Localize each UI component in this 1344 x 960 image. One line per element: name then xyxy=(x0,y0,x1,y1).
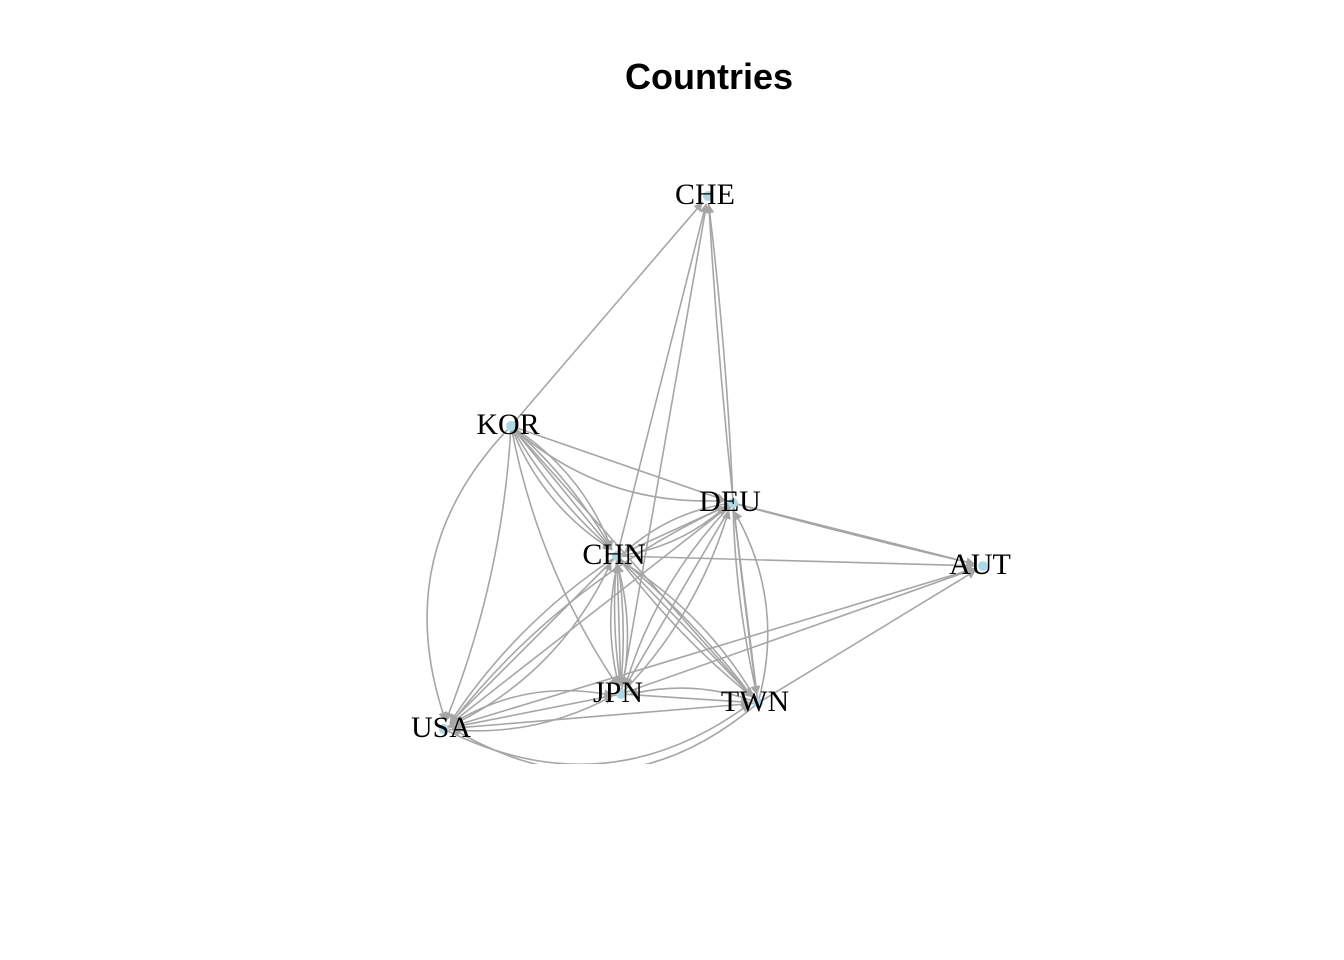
edges-layer xyxy=(426,201,977,764)
edge-kor-usa xyxy=(426,425,512,722)
edge-chn-twn xyxy=(616,555,753,698)
edge-chn-deu xyxy=(616,505,727,557)
edge-jpn-deu xyxy=(620,509,731,695)
edge-kor-jpn xyxy=(510,425,619,688)
edge-twn-aut xyxy=(757,569,977,704)
graph-title: Countries xyxy=(624,56,793,97)
edge-chn-usa xyxy=(448,555,618,724)
node-usa xyxy=(439,724,449,734)
nodes-layer xyxy=(439,191,988,734)
node-che xyxy=(703,191,713,201)
edge-deu-twn xyxy=(732,502,760,696)
edge-usa-jpn xyxy=(443,689,614,730)
node-label-chn: CHN xyxy=(582,538,645,571)
edge-kor-chn xyxy=(510,425,613,551)
edge-kor-twn xyxy=(510,425,754,698)
edge-deu-aut xyxy=(732,502,976,567)
edge-twn-deu xyxy=(733,510,769,704)
edge-twn-usa xyxy=(451,702,759,764)
edge-deu-jpn xyxy=(623,502,734,688)
node-label-usa: USA xyxy=(411,711,471,744)
node-twn xyxy=(753,698,763,708)
edge-chn-usa xyxy=(449,555,618,724)
edge-kor-usa xyxy=(444,425,512,722)
node-chn xyxy=(612,551,622,561)
edge-deu-che xyxy=(705,203,734,504)
node-jpn xyxy=(616,689,626,699)
edge-kor-che xyxy=(510,201,704,427)
edge-kor-deu xyxy=(510,425,726,506)
node-label-jpn: JPN xyxy=(593,676,643,709)
edge-jpn-aut xyxy=(620,567,976,695)
edge-kor-chn xyxy=(510,425,613,551)
edge-jpn-usa xyxy=(451,693,622,731)
edge-kor-chn xyxy=(510,425,613,551)
edge-usa-twn xyxy=(443,703,751,764)
edge-twn-chn xyxy=(622,561,759,704)
node-deu xyxy=(728,498,738,508)
edge-usa-chn xyxy=(443,561,613,730)
node-aut xyxy=(978,561,988,571)
node-kor xyxy=(506,421,516,431)
edge-twn-che xyxy=(704,203,759,704)
edge-deu-usa xyxy=(449,502,734,725)
edge-deu-usa xyxy=(449,502,734,725)
edge-jpn-chn xyxy=(609,563,622,695)
node-label-aut: AUT xyxy=(949,548,1011,581)
edge-deu-jpn xyxy=(624,502,734,688)
node-label-deu: DEU xyxy=(699,485,761,518)
node-label-che: CHE xyxy=(675,178,735,211)
edge-twn-jpn xyxy=(628,687,759,704)
edge-chn-twn xyxy=(616,555,754,698)
node-label-twn: TWN xyxy=(721,685,789,718)
edge-deu-chn xyxy=(623,502,734,554)
edge-usa-jpn xyxy=(443,694,614,732)
edge-chn-aut xyxy=(616,555,976,571)
edge-twn-usa xyxy=(451,702,759,733)
edge-deu-twn xyxy=(732,502,761,696)
edge-kor-chn xyxy=(510,425,613,551)
edge-jpn-che xyxy=(620,203,710,695)
edge-kor-chn xyxy=(510,425,613,551)
edge-chn-che xyxy=(616,203,709,557)
edge-usa-aut xyxy=(443,566,976,730)
edge-chn-twn xyxy=(616,555,754,698)
labels-layer: CHE KOR DEU CHN AUT JPN TWN USA xyxy=(411,178,1011,744)
edge-kor-deu xyxy=(510,425,726,502)
node-label-kor: KOR xyxy=(476,408,539,441)
